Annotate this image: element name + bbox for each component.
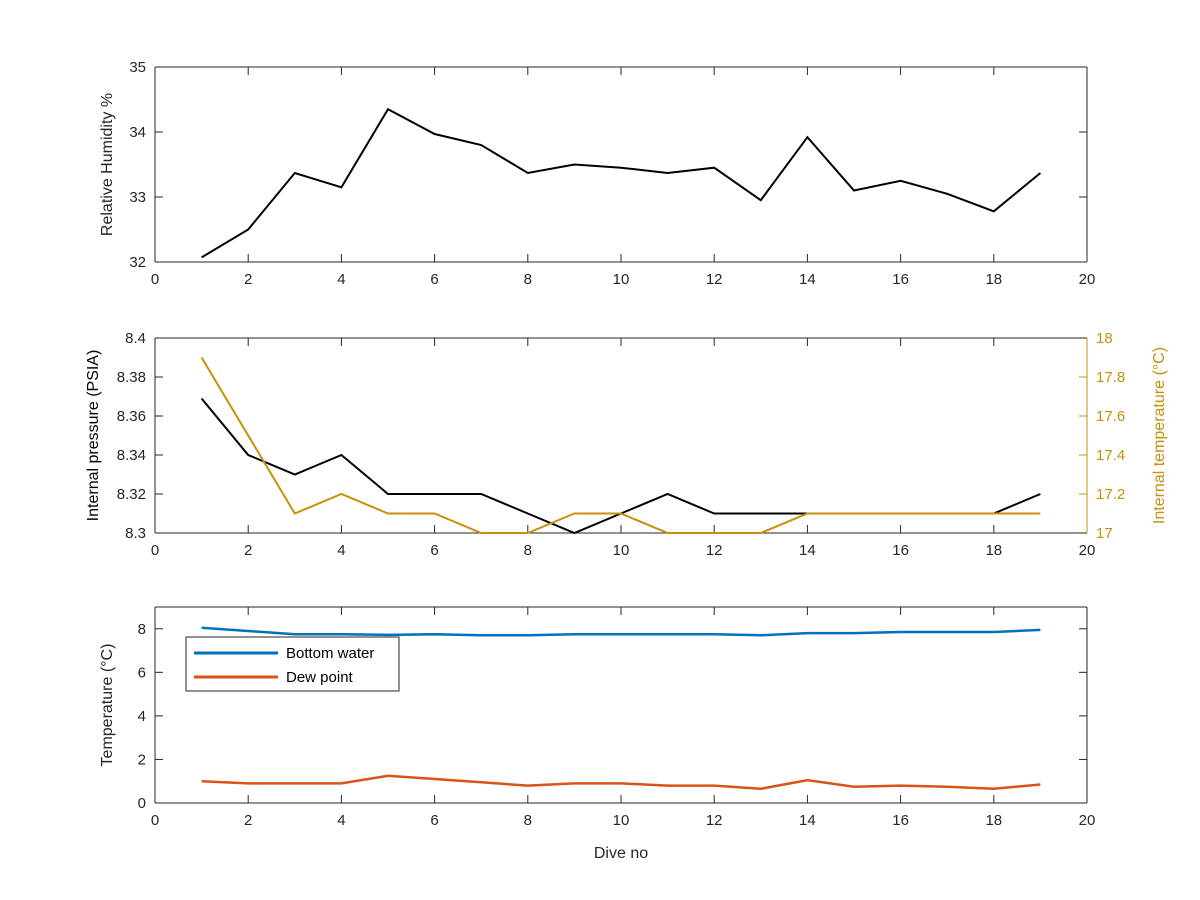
x-tick-label: 8 xyxy=(524,542,532,559)
x-tick-label: 2 xyxy=(244,542,252,559)
x-tick-label: 14 xyxy=(799,812,816,829)
y-right-tick-label: 17.6 xyxy=(1096,408,1125,425)
y-right-tick-label: 18 xyxy=(1096,330,1113,347)
y-right-tick-label: 17 xyxy=(1096,525,1113,542)
x-tick-label: 10 xyxy=(613,542,630,559)
x-tick-label: 16 xyxy=(892,542,909,559)
series-line-dew-point xyxy=(201,774,1041,791)
x-tick-label: 20 xyxy=(1079,271,1096,288)
y-tick-label: 0 xyxy=(138,795,146,812)
x-tick-label: 18 xyxy=(985,542,1002,559)
x-tick-label: 10 xyxy=(613,812,630,829)
x-tick-label: 4 xyxy=(337,542,345,559)
x-tick-label: 20 xyxy=(1079,542,1096,559)
y-right-tick-label: 17.8 xyxy=(1096,369,1125,386)
y-tick-label: 8 xyxy=(138,621,146,638)
x-tick-label: 18 xyxy=(985,271,1002,288)
x-tick-label: 14 xyxy=(799,542,816,559)
panel-3: 0 2 4 6 8 10 12 14 16 18 20 0 2 4 6 8 Temperature (°C) Di… xyxy=(99,606,1096,862)
y-axis-label: Relative Humidity % xyxy=(99,93,116,236)
series-line-1 xyxy=(201,107,1042,259)
plot-area xyxy=(155,607,1087,803)
y-tick-label: 8.32 xyxy=(117,486,146,503)
x-tick-label: 8 xyxy=(524,812,532,829)
x-tick-label: 16 xyxy=(892,812,909,829)
y-tick-label: 4 xyxy=(138,708,146,725)
y-tick-label: 8.38 xyxy=(117,369,146,386)
x-tick-label: 12 xyxy=(706,271,723,288)
x-tick-label: 2 xyxy=(244,812,252,829)
y-tick-label: 8.36 xyxy=(117,408,146,425)
y-tick-label: 2 xyxy=(138,751,146,768)
x-tick-label: 4 xyxy=(337,812,345,829)
y-axis-label: Temperature (°C) xyxy=(99,644,116,767)
y-tick-label: 8.34 xyxy=(117,447,146,464)
y-tick-label: 6 xyxy=(138,664,146,681)
panel-1: 0 2 4 6 8 10 12 14 16 18 20 32 33 34 35 Relative Humidi… xyxy=(99,59,1095,288)
legend-box xyxy=(185,636,400,692)
x-tick-label: 18 xyxy=(985,812,1002,829)
series-line-2 xyxy=(200,356,1041,534)
x-tick-label: 20 xyxy=(1079,812,1096,829)
x-tick-label: 6 xyxy=(430,812,438,829)
y-tick-label: 8.3 xyxy=(125,525,146,542)
x-tick-label: 0 xyxy=(151,542,159,559)
y-tick-label: 35 xyxy=(129,59,146,76)
x-tick-label: 12 xyxy=(706,812,723,829)
x-tick-label: 16 xyxy=(892,271,909,288)
legend-label: Dew point xyxy=(286,669,354,686)
x-tick-label: 2 xyxy=(244,271,252,288)
x-tick-label: 6 xyxy=(430,271,438,288)
x-tick-label: 14 xyxy=(799,271,816,288)
x-tick-label: 12 xyxy=(706,542,723,559)
plot-area xyxy=(155,67,1087,262)
x-tick-label: 8 xyxy=(524,271,532,288)
y-tick-label: 34 xyxy=(129,124,146,141)
y-tick-label: 33 xyxy=(129,189,146,206)
x-tick-label: 6 xyxy=(430,542,438,559)
y-tick-label: 32 xyxy=(129,254,146,271)
x-axis-label: Dive no xyxy=(594,845,648,862)
legend: Bottom water Dew point xyxy=(185,636,400,692)
panel-2: 0 2 4 6 8 10 12 14 16 18 20 8.3 8.32 8.34 8.36 8.38 8.4 1… xyxy=(85,330,1168,559)
x-tick-label: 0 xyxy=(151,271,159,288)
y-right-tick-label: 17.2 xyxy=(1096,486,1125,503)
y-tick-label: 8.4 xyxy=(125,330,146,347)
x-tick-label: 10 xyxy=(613,271,630,288)
x-tick-label: 0 xyxy=(151,812,159,829)
legend-label: Bottom water xyxy=(286,645,374,662)
plot-area xyxy=(155,338,1087,533)
y-right-tick-label: 17.4 xyxy=(1096,447,1125,464)
y-axis-label: Internal pressure (PSIA) xyxy=(85,350,102,522)
y-right-axis-label: Internal temperature (°C) xyxy=(1151,347,1168,524)
x-tick-label: 4 xyxy=(337,271,345,288)
series-line-bottom-water xyxy=(201,626,1041,637)
